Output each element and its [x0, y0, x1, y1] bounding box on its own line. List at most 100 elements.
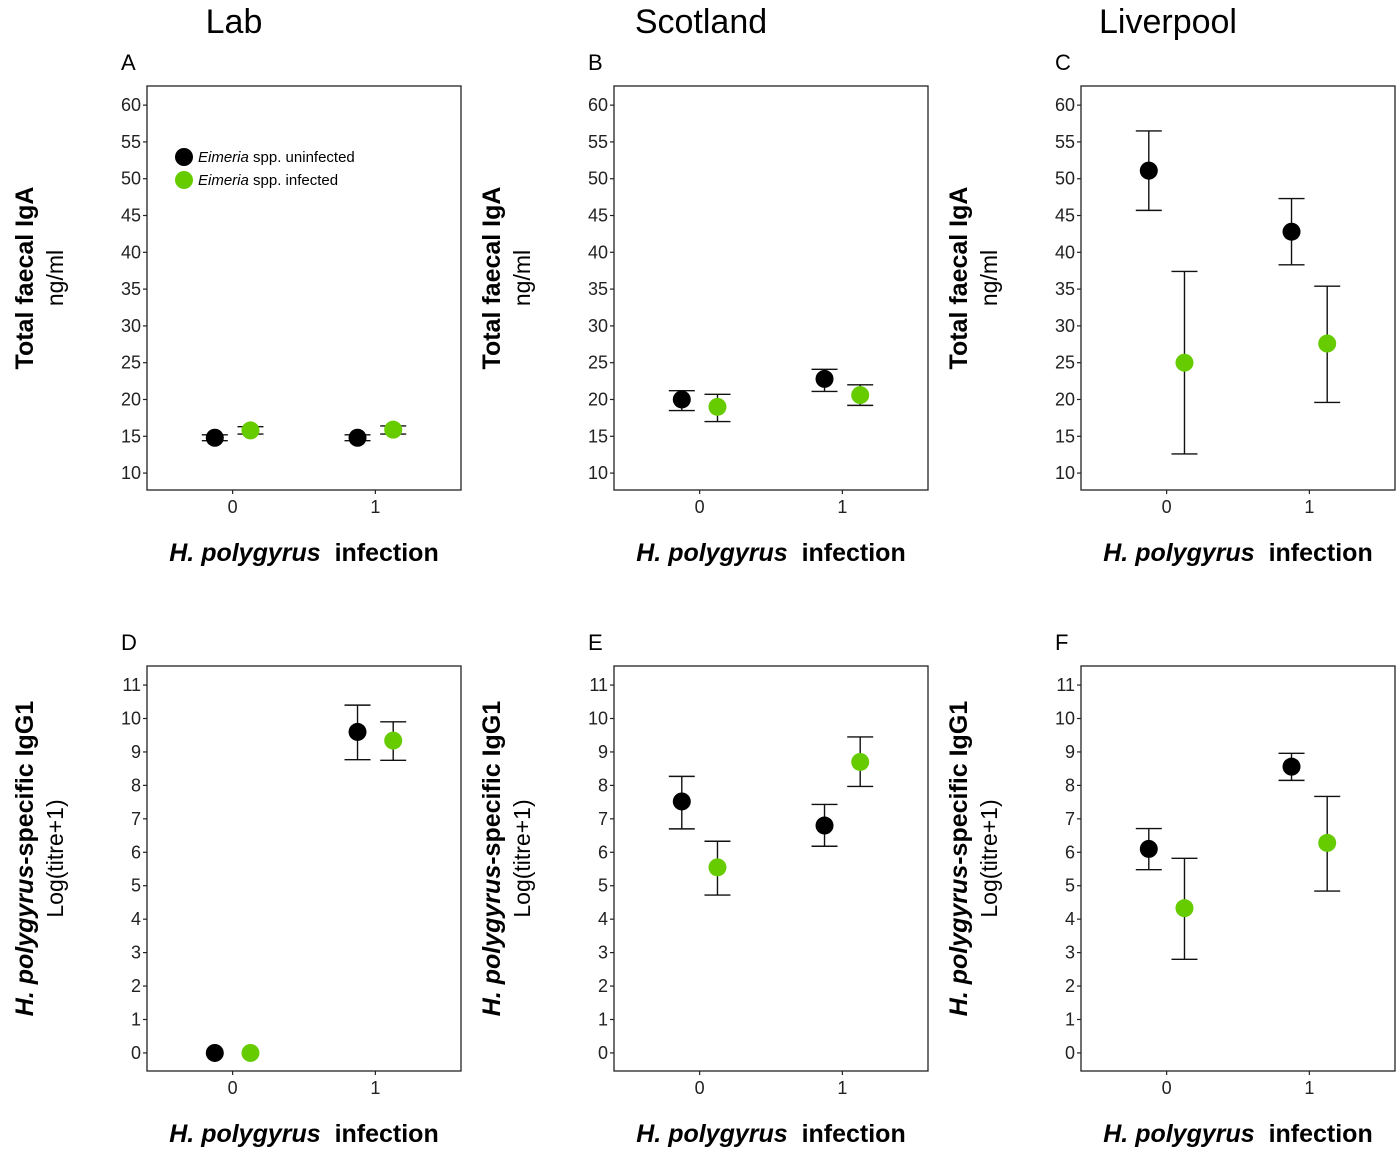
y-tick-label: 9	[131, 742, 141, 762]
x-tick-label: 1	[837, 1078, 847, 1098]
plot-frame	[613, 85, 929, 491]
x-axis-label-rest: infection	[1255, 539, 1373, 567]
data-point-infected	[384, 731, 403, 750]
y-axis-label: Total faecal IgA	[478, 187, 506, 370]
y-tick-label: 11	[589, 675, 608, 695]
y-axis-label: H. polygyrus-specific IgG1	[478, 701, 506, 1016]
x-axis-label: H. polygyrus infection	[169, 539, 438, 567]
x-axis-label-italic: H. polygyrus	[636, 1120, 788, 1148]
y-tick-label: 0	[1065, 1043, 1075, 1063]
x-axis-label-italic: H. polygyrus	[169, 539, 321, 567]
x-axis-label-italic: H. polygyrus	[1103, 539, 1255, 567]
x-axis-label-italic: H. polygyrus	[169, 1120, 321, 1148]
plot-frame	[1080, 85, 1396, 491]
y-tick-label: 2	[598, 976, 608, 996]
y-axis-label-rest: -specific IgG1	[478, 701, 506, 865]
plot-frame	[146, 665, 462, 1072]
y-axis-label: Total faecal IgA	[945, 187, 973, 370]
y-tick-label: 40	[588, 242, 608, 262]
plot-frame	[1080, 665, 1396, 1072]
x-tick-label: 1	[370, 497, 380, 517]
legend-label-italic: Eimeria	[198, 149, 249, 166]
plot-frame	[146, 85, 462, 491]
y-tick-label: 45	[121, 206, 141, 226]
y-tick-label: 15	[1055, 426, 1075, 446]
x-tick-label: 0	[695, 1078, 705, 1098]
data-point-uninfected	[348, 428, 367, 447]
y-tick-label: 45	[1055, 206, 1075, 226]
y-tick-label: 1	[1065, 1009, 1075, 1029]
y-tick-label: 20	[1055, 389, 1075, 409]
data-point-infected	[708, 858, 727, 877]
y-tick-label: 8	[1065, 775, 1075, 795]
y-tick-label: 30	[588, 316, 608, 336]
x-tick-label: 0	[228, 1078, 238, 1098]
y-tick-label: 11	[122, 675, 141, 695]
x-axis-label-rest: infection	[321, 1120, 439, 1148]
y-tick-label: 4	[131, 909, 141, 929]
y-tick-label: 35	[1055, 279, 1075, 299]
column-title: Scotland	[635, 3, 767, 41]
y-axis-unit-label: ng/ml	[509, 250, 535, 306]
column-title: Lab	[206, 3, 263, 41]
y-tick-label: 5	[131, 876, 141, 896]
y-tick-label: 55	[121, 132, 141, 152]
data-point-uninfected	[815, 369, 834, 388]
y-tick-label: 9	[598, 742, 608, 762]
x-axis-label-italic: H. polygyrus	[636, 539, 788, 567]
y-axis-unit-label: Log(titre+1)	[509, 799, 535, 917]
panel-letter: F	[1055, 630, 1068, 655]
y-axis-label-italic: H. polygyrus	[945, 865, 973, 1017]
y-tick-label: 0	[131, 1043, 141, 1063]
y-axis-label: H. polygyrus-specific IgG1	[945, 701, 973, 1016]
y-tick-label: 50	[1055, 169, 1075, 189]
x-axis-label: H. polygyrus infection	[636, 1120, 905, 1148]
panel-letter: C	[1055, 50, 1071, 75]
y-tick-label: 1	[598, 1009, 608, 1029]
y-tick-label: 50	[121, 169, 141, 189]
data-point-uninfected	[672, 390, 691, 409]
y-tick-label: 0	[598, 1043, 608, 1063]
y-axis-label-rest: -specific IgG1	[11, 701, 39, 865]
y-tick-label: 2	[131, 976, 141, 996]
x-axis-label-italic: H. polygyrus	[1103, 1120, 1255, 1148]
legend-label: Eimeria spp. uninfected	[198, 149, 355, 166]
y-tick-label: 60	[1055, 95, 1075, 115]
y-axis-unit-label: Log(titre+1)	[976, 799, 1002, 917]
y-tick-label: 8	[131, 775, 141, 795]
x-tick-label: 1	[1304, 1078, 1314, 1098]
y-tick-label: 60	[121, 95, 141, 115]
x-axis-label-rest: infection	[788, 1120, 906, 1148]
y-tick-label: 1	[131, 1009, 141, 1029]
data-point-uninfected	[1139, 839, 1158, 858]
x-axis-label-rest: infection	[788, 539, 906, 567]
y-tick-label: 15	[121, 426, 141, 446]
data-point-uninfected	[1139, 161, 1158, 180]
y-tick-label: 55	[1055, 132, 1075, 152]
data-point-uninfected	[1282, 222, 1301, 241]
y-axis-label: Total faecal IgA	[11, 187, 39, 370]
y-tick-label: 60	[588, 95, 608, 115]
data-point-infected	[241, 421, 260, 440]
y-tick-label: 10	[588, 709, 608, 729]
data-point-infected	[1318, 334, 1337, 353]
y-tick-label: 7	[131, 809, 141, 829]
y-tick-label: 7	[1065, 809, 1075, 829]
y-tick-label: 10	[588, 463, 608, 483]
x-axis-label-rest: infection	[321, 539, 439, 567]
y-tick-label: 40	[121, 242, 141, 262]
y-tick-label: 8	[598, 775, 608, 795]
y-tick-label: 11	[1056, 675, 1075, 695]
data-point-infected	[1175, 353, 1194, 372]
y-tick-label: 3	[1065, 943, 1075, 963]
y-tick-label: 10	[121, 463, 141, 483]
y-tick-label: 45	[588, 206, 608, 226]
legend-label-rest: spp. uninfected	[249, 149, 355, 166]
y-axis-label: H. polygyrus-specific IgG1	[11, 701, 39, 1016]
x-axis-label: H. polygyrus infection	[169, 1120, 438, 1148]
y-tick-label: 3	[131, 943, 141, 963]
x-tick-label: 0	[695, 497, 705, 517]
